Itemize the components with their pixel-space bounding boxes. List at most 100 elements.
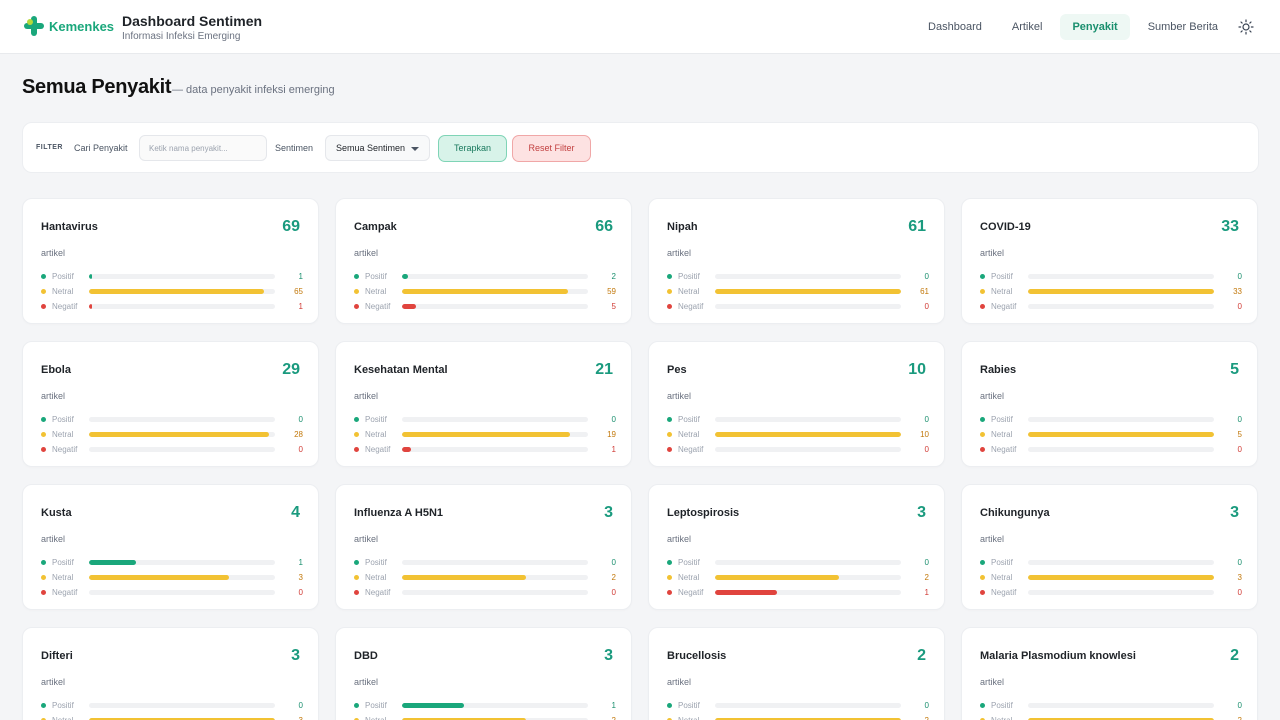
- positif-bar-track: [1028, 560, 1214, 565]
- sun-icon[interactable]: [1238, 19, 1254, 35]
- netral-bar-fill: [89, 718, 275, 720]
- netral-count: 3: [299, 716, 303, 720]
- negatif-row: Negatif 0: [354, 588, 616, 598]
- netral-count: 2: [611, 573, 616, 582]
- netral-bar-track: [715, 718, 901, 720]
- sentiment-select[interactable]: Semua Sentimen: [325, 135, 430, 161]
- disease-name: Malaria Plasmodium knowlesi: [980, 650, 1136, 662]
- positif-row: Positif 0: [667, 415, 929, 425]
- positif-row: Positif 0: [41, 415, 303, 425]
- disease-card[interactable]: Malaria Plasmodium knowlesi 2 artikel Posit…: [961, 627, 1258, 720]
- disease-card[interactable]: Difteri 3 artikel Positif 0 Netral 3: [22, 627, 319, 720]
- nav-artikel[interactable]: Artikel: [1011, 21, 1043, 33]
- netral-bar-fill: [715, 432, 901, 437]
- disease-card[interactable]: Hantavirus 69 artikel Positif 1 Netral 65 Negat…: [22, 198, 319, 324]
- negatif-label: Negatif: [52, 588, 78, 597]
- negatif-bar-track: [1028, 590, 1214, 595]
- positif-label: Positif: [52, 272, 74, 281]
- disease-total: 2: [917, 647, 926, 664]
- positif-label: Positif: [678, 558, 700, 567]
- disease-card[interactable]: Nipah 61 artikel Positif 0 Netral 61 Negatif 0: [648, 198, 945, 324]
- negatif-count: 1: [924, 588, 929, 597]
- sentiment-label: Sentimen: [275, 143, 314, 153]
- search-disease-input[interactable]: [139, 135, 267, 161]
- disease-card[interactable]: Kesehatan Mental 21 artikel Positif 0 Netral 1…: [335, 341, 632, 467]
- disease-card[interactable]: Influenza A H5N1 3 artikel Positif 0 Netral 2 N…: [335, 484, 632, 610]
- netral-label: Netral: [991, 573, 1013, 582]
- netral-bar-track: [89, 718, 275, 720]
- negatif-count: 5: [611, 302, 616, 311]
- netral-bar-fill: [402, 289, 569, 294]
- nav-penyakit[interactable]: Penyakit: [1060, 14, 1130, 40]
- negatif-dot-icon: [41, 447, 46, 452]
- disease-name: Influenza A H5N1: [354, 507, 444, 519]
- positif-bar-track: [89, 703, 275, 708]
- nav-sumber-berita[interactable]: Sumber Berita: [1147, 21, 1218, 33]
- negatif-label: Negatif: [678, 445, 704, 454]
- disease-card[interactable]: Campak 66 artikel Positif 2 Netral 59 Negatif 5: [335, 198, 632, 324]
- netral-label: Netral: [678, 716, 699, 720]
- netral-count: 5: [1237, 430, 1242, 439]
- netral-label: Netral: [678, 573, 700, 582]
- negatif-label: Negatif: [678, 588, 704, 597]
- disease-card[interactable]: Pes 10 artikel Positif 0 Netral 10 Negatif 0: [648, 341, 945, 467]
- netral-row: Netral 10: [667, 430, 929, 440]
- disease-name: DBD: [354, 650, 378, 662]
- positif-label: Positif: [991, 558, 1013, 567]
- netral-dot-icon: [980, 718, 985, 720]
- filter-tag: FILTER: [36, 144, 63, 151]
- disease-card[interactable]: Kusta 4 artikel Positif 1 Netral 3 Negatif 0: [22, 484, 319, 610]
- kemenkes-logo[interactable]: Kemenkes: [24, 16, 114, 36]
- netral-count: 61: [920, 287, 929, 296]
- disease-card[interactable]: Rabies 5 artikel Positif 0 Netral 5 Negatif 0: [961, 341, 1258, 467]
- netral-bar-track: [89, 289, 275, 294]
- disease-card[interactable]: COVID-19 33 artikel Positif 0 Netral 33 Negatif…: [961, 198, 1258, 324]
- positif-row: Positif 0: [980, 415, 1242, 425]
- positif-count: 0: [1237, 701, 1242, 710]
- reset-filter-button[interactable]: Reset Filter: [512, 135, 591, 162]
- netral-count: 28: [294, 430, 303, 439]
- positif-dot-icon: [980, 274, 985, 279]
- positif-row: Positif 0: [980, 701, 1242, 711]
- positif-dot-icon: [354, 703, 359, 708]
- negatif-count: 1: [611, 445, 616, 454]
- disease-card[interactable]: Ebola 29 artikel Positif 0 Netral 28 Negatif 0: [22, 341, 319, 467]
- disease-card[interactable]: Chikungunya 3 artikel Positif 0 Netral 3 Negati…: [961, 484, 1258, 610]
- disease-card[interactable]: Brucellosis 2 artikel Positif 0 Netral 2: [648, 627, 945, 720]
- netral-bar-track: [1028, 575, 1214, 580]
- negatif-row: Negatif 0: [667, 445, 929, 455]
- netral-row: Netral 28: [41, 430, 303, 440]
- article-unit-label: artikel: [354, 248, 379, 258]
- positif-count: 0: [298, 701, 303, 710]
- positif-bar-track: [715, 560, 901, 565]
- negatif-bar-track: [1028, 447, 1214, 452]
- netral-count: 33: [1233, 287, 1242, 296]
- netral-dot-icon: [667, 718, 672, 720]
- netral-bar-track: [715, 289, 901, 294]
- netral-label: Netral: [991, 287, 1013, 296]
- disease-total: 29: [282, 361, 300, 378]
- nav-dashboard[interactable]: Dashboard: [928, 21, 982, 33]
- netral-dot-icon: [41, 718, 46, 720]
- disease-total: 4: [291, 504, 300, 521]
- apply-button[interactable]: Terapkan: [438, 135, 507, 162]
- negatif-dot-icon: [354, 590, 359, 595]
- netral-label: Netral: [365, 716, 386, 720]
- disease-card[interactable]: Leptospirosis 3 artikel Positif 0 Netral 2 Nega…: [648, 484, 945, 610]
- negatif-bar-track: [402, 447, 588, 452]
- positif-label: Positif: [991, 272, 1013, 281]
- negatif-row: Negatif 0: [980, 302, 1242, 312]
- positif-count: 0: [924, 558, 929, 567]
- netral-count: 65: [294, 287, 303, 296]
- netral-bar-fill: [89, 432, 269, 437]
- negatif-dot-icon: [354, 447, 359, 452]
- negatif-label: Negatif: [365, 302, 391, 311]
- netral-bar-track: [402, 718, 588, 720]
- netral-bar-track: [1028, 289, 1214, 294]
- positif-bar-track: [89, 417, 275, 422]
- netral-bar-fill: [715, 718, 901, 720]
- negatif-row: Negatif 1: [667, 588, 929, 598]
- disease-name: Ebola: [41, 364, 71, 376]
- disease-card[interactable]: DBD 3 artikel Positif 1 Netral 2: [335, 627, 632, 720]
- positif-dot-icon: [667, 274, 672, 279]
